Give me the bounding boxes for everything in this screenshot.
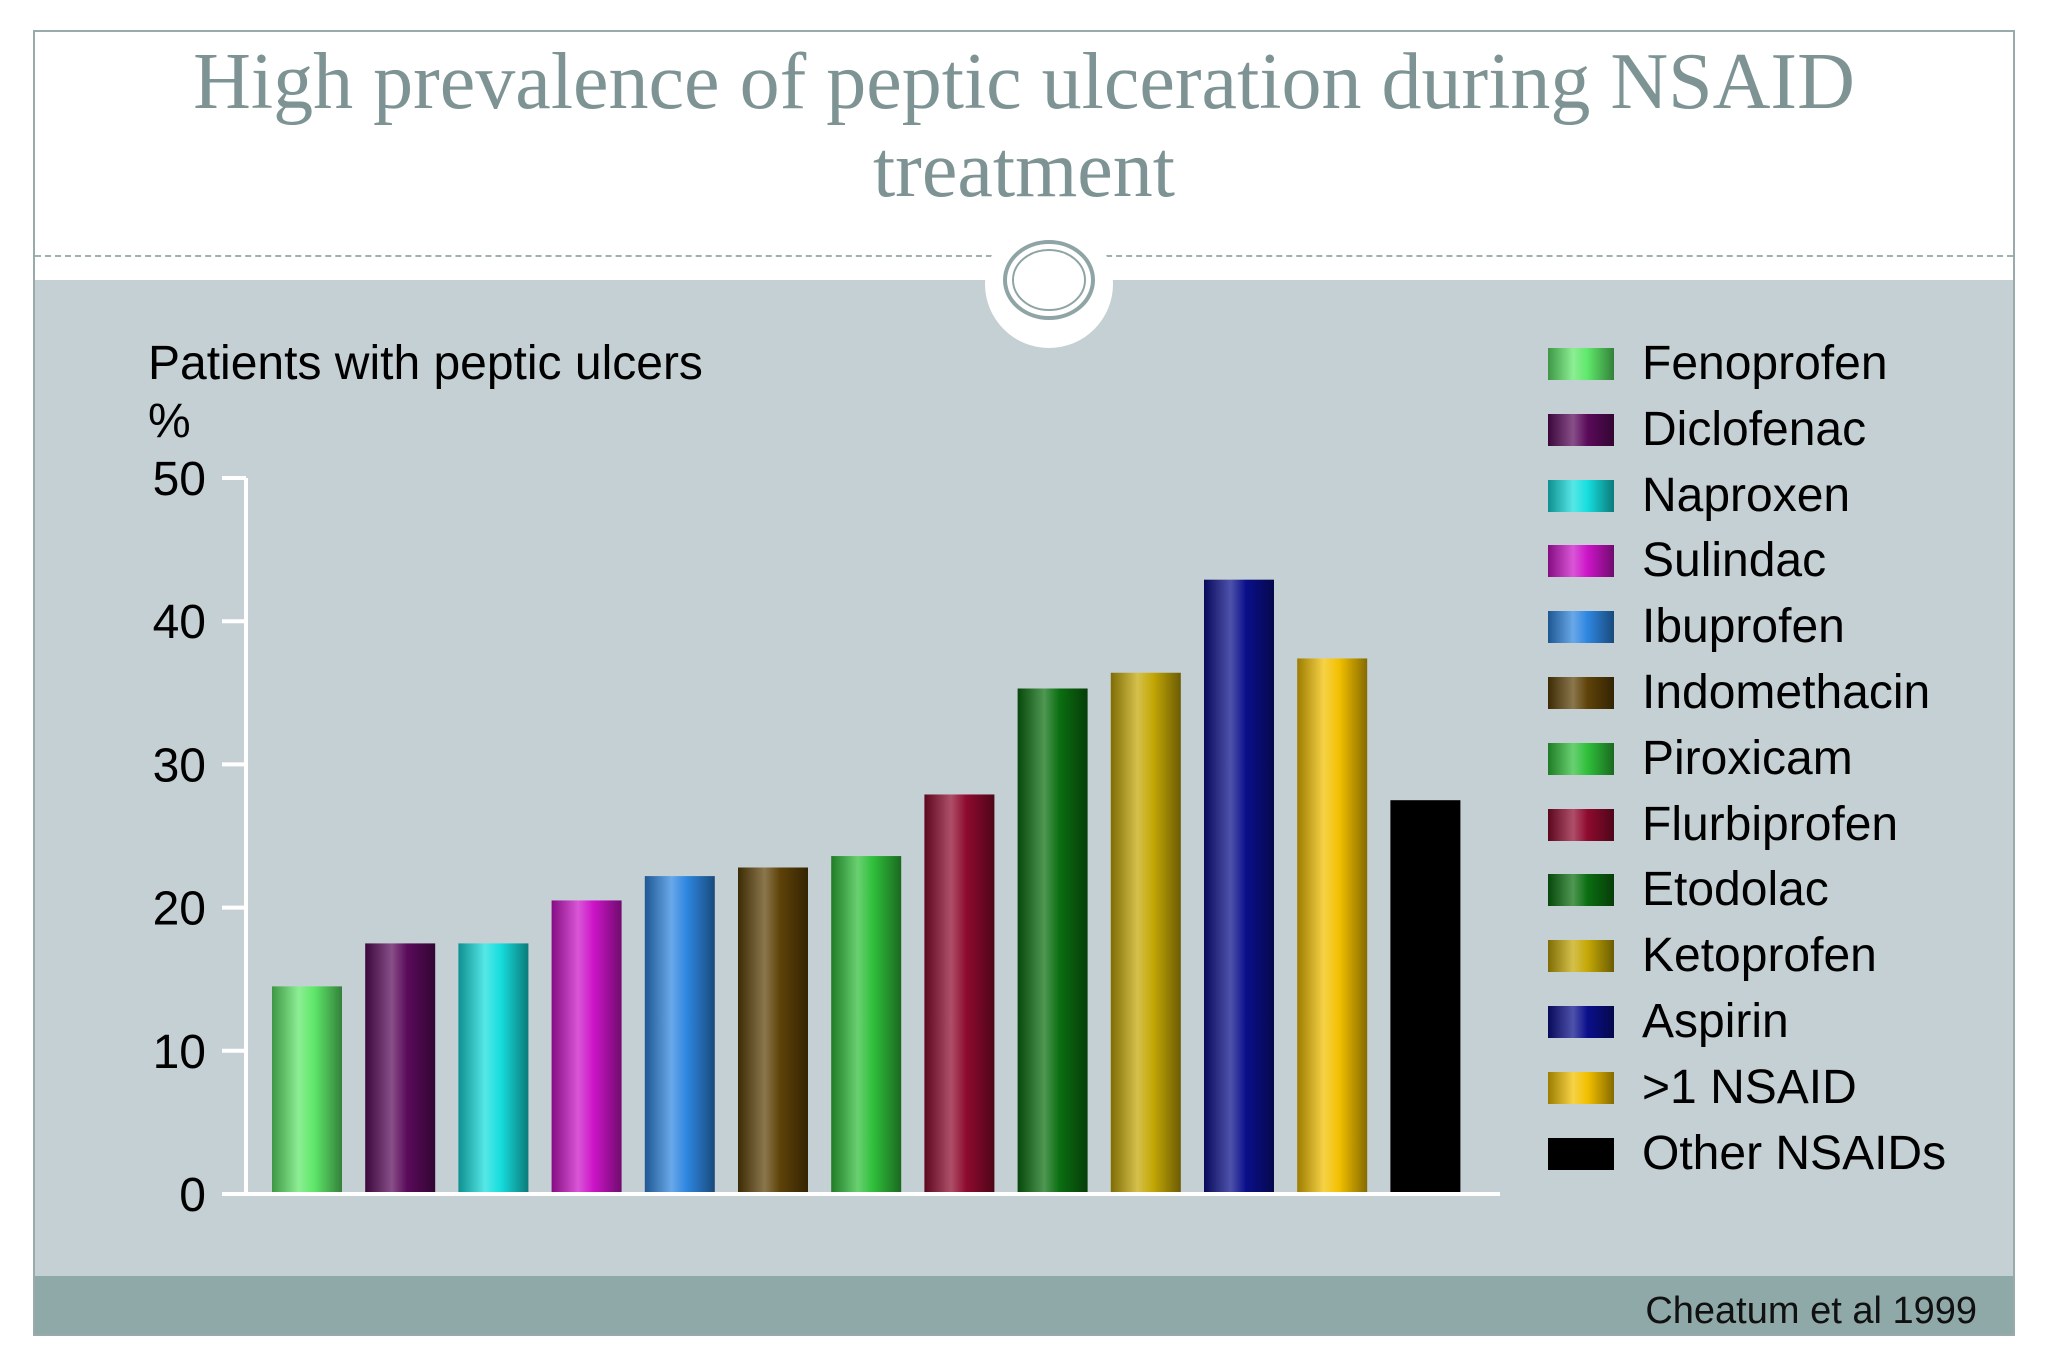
legend-item-etodolac: Etodolac — [1548, 862, 2008, 924]
bar-other-nsaids — [1390, 800, 1461, 1194]
title-area: High prevalence of peptic ulceration dur… — [35, 32, 2013, 244]
footer-bar: Cheatum et al 1999 — [35, 1276, 2013, 1334]
y-tick-label: 50 — [153, 453, 206, 506]
legend-swatch — [1548, 1071, 1614, 1104]
y-tick-label: 20 — [153, 883, 206, 936]
legend-swatch — [1548, 1137, 1614, 1170]
bar-diclofenac — [365, 943, 436, 1194]
legend-label: Ketoprofen — [1642, 929, 1877, 983]
legend-item-1-nsaid: >1 NSAID — [1548, 1060, 2008, 1122]
legend-swatch — [1548, 348, 1614, 380]
legend-label: Flurbiprofen — [1642, 797, 1899, 851]
legend-item-ibuprofen: Ibuprofen — [1548, 599, 2008, 661]
legend-label: Piroxicam — [1642, 731, 1853, 785]
legend-label: Sulindac — [1642, 534, 1827, 588]
y-axis-label: Patients with peptic ulcers — [148, 337, 703, 390]
bar-aspirin — [1204, 579, 1274, 1194]
legend-swatch — [1548, 413, 1614, 446]
legend-item-naproxen: Naproxen — [1548, 468, 2008, 530]
legend-item-aspirin: Aspirin — [1548, 994, 2008, 1056]
bar-flurbiprofen — [924, 794, 995, 1194]
legend-label: Aspirin — [1642, 995, 1789, 1048]
legend-label: >1 NSAID — [1642, 1060, 1857, 1114]
bar-etodolac — [1017, 688, 1088, 1194]
legend-item-indomethacin: Indomethacin — [1548, 665, 2008, 727]
y-axis-unit: % — [148, 395, 191, 448]
legend-swatch — [1548, 545, 1614, 578]
legend-swatch — [1548, 479, 1614, 512]
legend-swatch — [1548, 940, 1614, 973]
legend-label: Etodolac — [1642, 863, 1829, 917]
bar-ketoprofen — [1110, 672, 1181, 1194]
legend-swatch — [1548, 677, 1614, 709]
legend-label: Other NSAIDs — [1642, 1126, 1947, 1180]
legend-item-sulindac: Sulindac — [1548, 533, 2008, 595]
y-tick-label: 10 — [153, 1026, 206, 1079]
slide-title: High prevalence of peptic ulceration dur… — [193, 38, 1855, 214]
y-tick-label: 0 — [179, 1169, 206, 1222]
y-tick-label: 40 — [153, 596, 206, 649]
citation: Cheatum et al 1999 — [1645, 1290, 1977, 1332]
bar-indomethacin — [738, 867, 808, 1194]
legend-swatch — [1548, 808, 1614, 841]
bar-naproxen — [458, 943, 529, 1194]
legend-item-ketoprofen: Ketoprofen — [1548, 928, 2008, 990]
legend-label: Indomethacin — [1642, 666, 1931, 719]
legend-label: Ibuprofen — [1642, 600, 1845, 654]
slide: High prevalence of peptic ulceration dur… — [33, 30, 2015, 1336]
legend-swatch — [1548, 742, 1614, 775]
legend-item-fenoprofen: Fenoprofen — [1548, 336, 2008, 398]
legend-swatch — [1548, 1006, 1614, 1038]
legend-item-flurbiprofen: Flurbiprofen — [1548, 797, 2008, 859]
y-tick-label: 30 — [153, 739, 206, 792]
legend-item-piroxicam: Piroxicam — [1548, 731, 2008, 793]
legend-label: Fenoprofen — [1642, 337, 1888, 390]
legend-item-other-nsaids: Other NSAIDs — [1548, 1126, 2008, 1188]
bar-ibuprofen — [644, 876, 715, 1194]
bar-fenoprofen — [272, 986, 342, 1194]
legend-swatch — [1548, 611, 1614, 644]
legend-swatch — [1548, 874, 1614, 907]
ornament-ring-icon — [1003, 240, 1095, 320]
bar-sulindac — [551, 900, 622, 1194]
bar-1-nsaid — [1297, 658, 1368, 1194]
legend-item-diclofenac: Diclofenac — [1548, 402, 2008, 464]
bar-piroxicam — [831, 856, 902, 1194]
legend-label: Naproxen — [1642, 468, 1851, 522]
legend-label: Diclofenac — [1642, 402, 1867, 456]
